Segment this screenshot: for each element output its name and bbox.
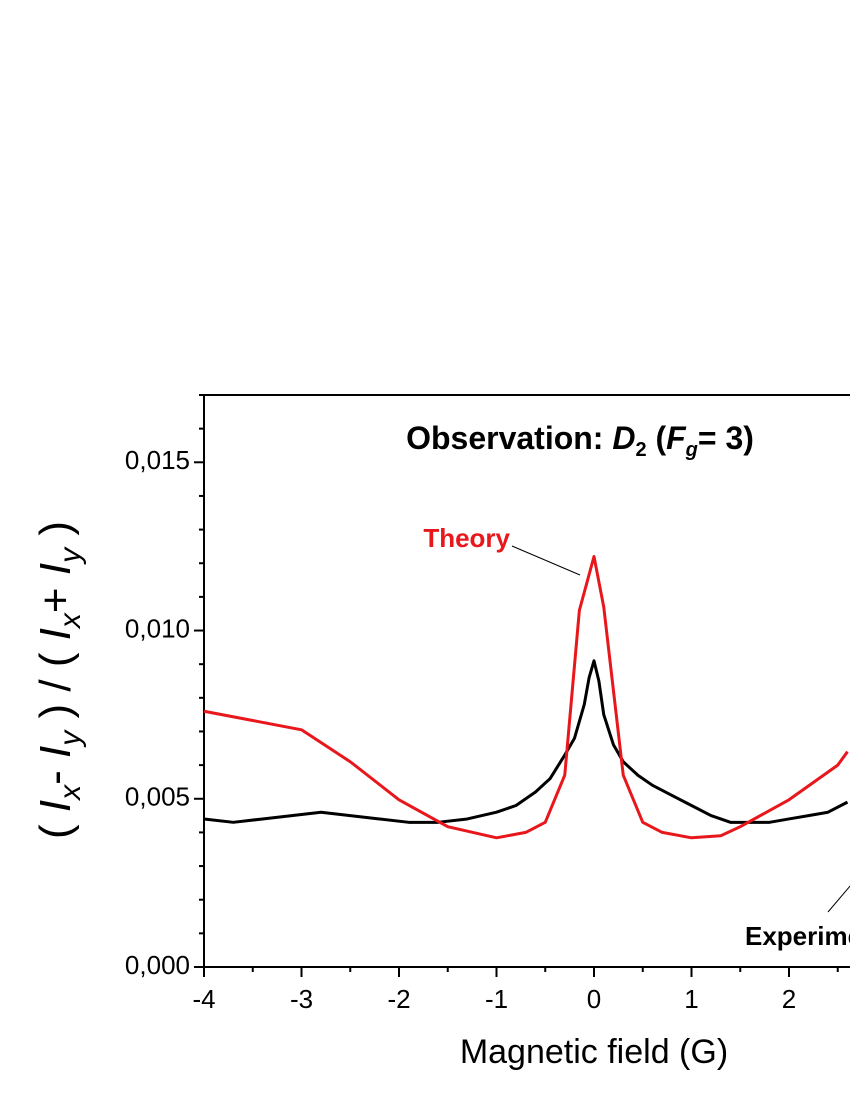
x-tick-label: -3 [290, 984, 313, 1014]
x-tick-label: 1 [684, 984, 698, 1014]
y-label-part: I [31, 563, 80, 575]
title-part: = 3) [698, 420, 754, 456]
data-line [203, 555, 849, 840]
y-label-part: y [54, 546, 87, 565]
experiment-label: Experiment [745, 921, 850, 951]
title-part: ( [647, 420, 667, 456]
y-label-part: I [31, 800, 80, 812]
y-label-part: x [54, 784, 87, 802]
y-label-part: ) / ( [31, 640, 80, 730]
x-tick-label: -2 [387, 984, 410, 1014]
title-part: F [666, 420, 687, 456]
chart-title: Observation: D2 (Fg= 3) [406, 420, 754, 461]
y-label-part: x [54, 612, 87, 630]
annotation-leader [511, 545, 581, 576]
data-line [203, 659, 849, 824]
annotation-leader [827, 885, 850, 913]
x-tick-label: 0 [587, 984, 601, 1014]
x-tick-label: -1 [485, 984, 508, 1014]
y-tick-label: 0,000 [125, 950, 190, 980]
y-label-part: ( [31, 812, 80, 839]
x-tick-label: 2 [782, 984, 796, 1014]
y-tick-label: 0,015 [125, 445, 190, 475]
y-label-part: ) [31, 521, 80, 548]
y-tick-label: 0,010 [125, 613, 190, 643]
y-tick-label: 0,005 [125, 782, 190, 812]
x-tick-label: -4 [192, 984, 215, 1014]
y-label-part: I [31, 628, 80, 640]
x-axis-label: Magnetic field (G) [460, 1033, 728, 1071]
title-part: Observation: [406, 420, 612, 456]
title-part: 2 [635, 439, 646, 461]
title-part: g [685, 439, 698, 461]
y-label-part: y [54, 729, 87, 748]
y-axis-label: ( Ix- Iy ) / ( Ix+ Iy ) [31, 521, 87, 839]
title-part: D [612, 420, 635, 456]
y-label-part: I [31, 746, 80, 758]
y-label-part: - [31, 758, 80, 785]
theory-label: Theory [423, 523, 510, 553]
y-label-part: + [31, 575, 80, 613]
